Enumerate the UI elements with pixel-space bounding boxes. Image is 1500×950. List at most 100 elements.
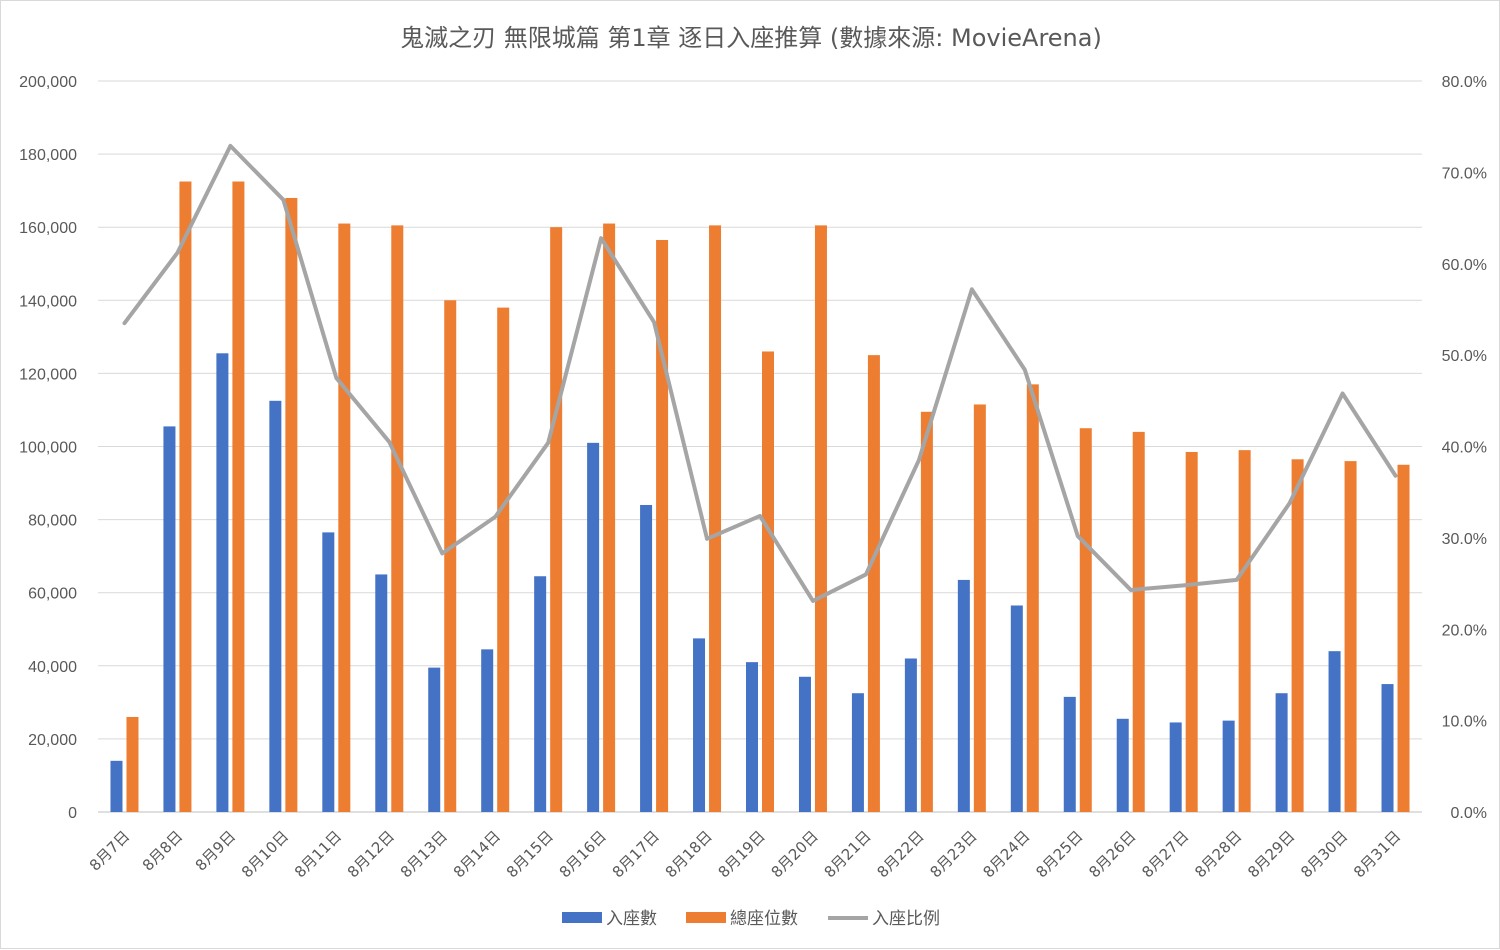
bar-total-seats — [1079, 428, 1092, 812]
left-tick-label: 160,000 — [19, 220, 77, 237]
legend-label: 入座數 — [606, 909, 657, 929]
bar-seated — [1063, 696, 1076, 812]
bar-total-seats — [1132, 431, 1145, 812]
bar-seated — [640, 504, 653, 812]
legend-label: 入座比例 — [872, 909, 940, 929]
x-tick-label: 8月22日 — [874, 827, 928, 881]
legend-swatch — [562, 912, 602, 923]
bar-total-seats — [920, 411, 933, 812]
right-axis: 0.0% 10.0% 20.0% 30.0% 40.0% 50.0% 60.0% 70.0% 8… — [1442, 74, 1487, 822]
right-tick-label: 60.0% — [1442, 257, 1487, 274]
bar-total-seats — [867, 355, 880, 812]
left-tick-label: 40,000 — [28, 659, 77, 676]
x-tick-label: 8月13日 — [397, 827, 451, 881]
x-tick-label: 8月21日 — [821, 827, 875, 881]
bar-seated — [269, 400, 282, 812]
bar-seated — [851, 693, 864, 812]
x-tick-label: 8月15日 — [503, 827, 557, 881]
x-tick-label: 8月9日 — [192, 827, 239, 874]
bar-seated — [481, 649, 494, 812]
x-tick-label: 8月16日 — [556, 827, 610, 881]
bar-total-seats — [497, 307, 510, 812]
x-tick-label: 8月25日 — [1032, 827, 1086, 881]
x-tick-label: 8月12日 — [344, 827, 398, 881]
bar-total-seats — [232, 181, 245, 812]
bar-seated — [216, 353, 229, 812]
bars — [110, 181, 1410, 813]
bar-seated — [693, 638, 706, 812]
left-tick-label: 60,000 — [28, 586, 77, 603]
bar-total-seats — [179, 181, 192, 812]
bar-seated — [1328, 651, 1341, 812]
bar-seated — [163, 426, 176, 812]
x-tick-label: 8月19日 — [715, 827, 769, 881]
bar-total-seats — [338, 223, 351, 813]
right-tick-label: 0.0% — [1451, 805, 1487, 822]
right-tick-label: 10.0% — [1442, 714, 1487, 731]
bar-seated — [1169, 722, 1182, 812]
bar-seated — [375, 574, 388, 812]
left-tick-label: 200,000 — [19, 74, 77, 91]
left-tick-label: 120,000 — [19, 366, 77, 383]
bar-total-seats — [1238, 450, 1251, 812]
left-tick-label: 0 — [68, 805, 77, 822]
right-tick-label: 30.0% — [1442, 531, 1487, 548]
left-tick-label: 100,000 — [19, 440, 77, 457]
x-tick-label: 8月27日 — [1138, 827, 1192, 881]
x-tick-label: 8月26日 — [1085, 827, 1139, 881]
x-tick-label: 8月28日 — [1191, 827, 1245, 881]
bar-total-seats — [1397, 464, 1410, 812]
bar-total-seats — [444, 300, 457, 812]
bar-total-seats — [656, 239, 669, 812]
x-tick-label: 8月20日 — [768, 827, 822, 881]
bar-seated — [1222, 720, 1235, 812]
legend: 入座數 總座位數 入座比例 — [562, 909, 940, 929]
left-axis: 0 20,000 40,000 60,000 80,000 100,000 120,000 1… — [19, 74, 77, 822]
x-tick-label: 8月8日 — [139, 827, 186, 874]
x-tick-label: 8月23日 — [926, 827, 980, 881]
bar-seated — [534, 576, 547, 812]
bar-seated — [322, 532, 335, 812]
bar-seated — [1275, 693, 1288, 812]
left-tick-label: 80,000 — [28, 513, 77, 530]
bar-seated — [798, 676, 811, 812]
bar-seated — [587, 442, 600, 812]
x-tick-label: 8月18日 — [662, 827, 716, 881]
right-tick-label: 70.0% — [1442, 165, 1487, 182]
bar-total-seats — [1026, 384, 1039, 812]
x-tick-label: 8月29日 — [1244, 827, 1298, 881]
chart-title: 鬼滅之刃 無限城篇 第1章 逐日入座推算 (數據來源: MovieArena) — [400, 24, 1102, 52]
x-tick-label: 8月30日 — [1297, 827, 1351, 881]
x-tick-label: 8月7日 — [86, 827, 133, 874]
bar-total-seats — [550, 227, 563, 812]
bar-total-seats — [1344, 461, 1357, 812]
bar-seated — [110, 760, 123, 812]
left-tick-label: 20,000 — [28, 732, 77, 749]
bar-total-seats — [814, 225, 827, 812]
x-tick-label: 8月17日 — [609, 827, 663, 881]
bar-seated — [1381, 684, 1394, 812]
ratio-line-path — [122, 143, 1398, 603]
bar-total-seats — [391, 225, 404, 812]
x-tick-label: 8月31日 — [1350, 827, 1404, 881]
bar-seated — [904, 658, 917, 812]
bar-total-seats — [973, 404, 986, 812]
bar-seated — [1010, 605, 1023, 812]
bar-total-seats — [1185, 451, 1198, 812]
ratio-line — [122, 143, 1398, 603]
bar-seated — [428, 667, 441, 812]
bar-total-seats — [603, 223, 616, 813]
bar-seated — [957, 579, 970, 812]
bar-seated — [746, 662, 758, 812]
bar-total-seats — [126, 716, 139, 812]
legend-swatch — [686, 912, 726, 923]
bar-total-seats — [1291, 459, 1304, 812]
x-tick-label: 8月14日 — [450, 827, 504, 881]
bar-total-seats — [762, 351, 774, 812]
x-axis: 8月7日 8月8日 8月9日8月10日8月11日8月12日8月13日8月14日8月1… — [86, 827, 1404, 881]
right-tick-label: 80.0% — [1442, 74, 1487, 91]
bar-total-seats — [709, 225, 722, 812]
right-tick-label: 20.0% — [1442, 622, 1487, 639]
legend-label: 總座位數 — [730, 909, 798, 929]
